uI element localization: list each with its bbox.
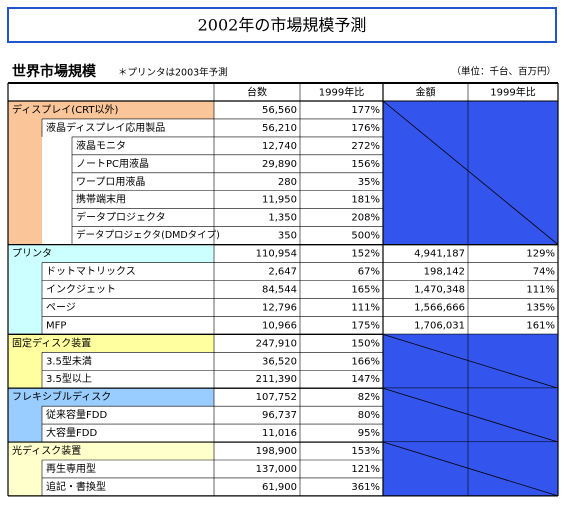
row-label: 光ディスク装置 xyxy=(12,444,81,457)
row-label: ドットマトリックス xyxy=(46,266,136,278)
cell-value: 350 xyxy=(278,231,297,242)
row-label: データプロジェクタ xyxy=(76,211,166,224)
column-header: 1999年比 xyxy=(319,86,364,99)
row-label: 大容量FDD xyxy=(46,426,97,439)
note: ＊プリンタは2003年予測 xyxy=(118,67,228,79)
cell-value: 1,566,666 xyxy=(414,302,465,313)
cell-value: 272% xyxy=(351,141,380,152)
cell-value: 12,796 xyxy=(262,302,297,313)
cell-value: 176% xyxy=(351,123,380,134)
diagonal xyxy=(382,387,559,443)
cell-value: 11,016 xyxy=(262,428,297,439)
cell-value: 61,900 xyxy=(262,482,297,493)
row-label: 追記・書換型 xyxy=(46,480,106,493)
group-strip xyxy=(8,101,42,245)
cell-value: 111% xyxy=(351,302,380,313)
cell-value: 36,520 xyxy=(262,356,297,367)
row-label: インクジェット xyxy=(46,283,116,295)
cell-value: 153% xyxy=(351,446,380,457)
cell-value: 161% xyxy=(526,320,555,331)
row-label: MFP xyxy=(46,320,66,331)
cell-value: 135% xyxy=(526,302,555,313)
cell-value: 67% xyxy=(358,267,380,278)
cell-value: 121% xyxy=(351,464,380,475)
cell-value: 1,350 xyxy=(268,213,297,224)
row-label: ページ xyxy=(46,302,76,313)
unit: （単位：千台、百万円） xyxy=(451,66,556,78)
cell-value: 166% xyxy=(351,356,380,367)
group-header-cell xyxy=(8,388,214,407)
row-label: 再生専用型 xyxy=(46,462,96,475)
row-label: データプロジェクタ(DMDタイプ) xyxy=(76,229,220,241)
row-label: 固定ディスク装置 xyxy=(12,336,91,349)
group-header-cell xyxy=(8,101,214,119)
cell-value: 12,740 xyxy=(262,141,297,152)
column-header: 金額 xyxy=(416,86,436,99)
subtitle: 世界市場規模 xyxy=(12,63,97,80)
cell-value: 10,966 xyxy=(262,320,297,331)
cell-value: 198,142 xyxy=(424,267,465,278)
cell-value: 1,706,031 xyxy=(414,320,465,331)
diagonal xyxy=(382,100,559,245)
row-label: ディスプレイ(CRT以外) xyxy=(12,103,119,116)
row-label: 3.5型以上 xyxy=(46,372,92,385)
row-label: プリンタ xyxy=(12,248,52,260)
diagonal xyxy=(382,441,559,497)
row-label: 携帯端末用 xyxy=(76,193,126,206)
cell-value: 361% xyxy=(351,482,380,493)
cell-value: 165% xyxy=(351,284,380,295)
diagonal xyxy=(382,333,559,389)
cell-value: 152% xyxy=(351,249,380,260)
cell-value: 56,210 xyxy=(262,123,297,134)
cell-value: 11,950 xyxy=(262,195,297,206)
cell-value: 84,544 xyxy=(262,284,297,295)
cell-value: 29,890 xyxy=(262,159,297,170)
cell-value: 95% xyxy=(358,428,380,439)
group-header-cell xyxy=(8,442,214,460)
row-label: ワープロ用液晶 xyxy=(76,175,145,188)
column-header: 1999年比 xyxy=(490,86,535,99)
row-label: 液晶モニタ xyxy=(76,139,126,152)
cell-value: 129% xyxy=(526,249,555,260)
cell-value: 56,560 xyxy=(262,105,297,116)
cell-value: 156% xyxy=(351,159,380,170)
group-header-cell xyxy=(8,334,214,353)
cell-value: 208% xyxy=(351,213,380,224)
cell-value: 4,941,187 xyxy=(414,249,465,260)
row-label: フレキシブルディスク xyxy=(12,390,111,403)
cell-value: 247,910 xyxy=(256,338,297,349)
cell-value: 74% xyxy=(533,267,555,278)
cell-value: 80% xyxy=(358,410,380,421)
row-label: 従来容量FDD xyxy=(46,408,107,421)
title: 2002年の市場規模予測 xyxy=(198,16,367,35)
cell-value: 181% xyxy=(351,195,380,206)
cell-value: 107,752 xyxy=(256,392,297,403)
cell-value: 175% xyxy=(351,320,380,331)
cell-value: 137,000 xyxy=(256,464,297,475)
cell-value: 111% xyxy=(526,284,555,295)
cell-value: 82% xyxy=(358,392,380,403)
cell-value: 96,737 xyxy=(262,410,297,421)
cell-value: 198,900 xyxy=(256,446,297,457)
cell-value: 211,390 xyxy=(256,374,297,385)
cell-value: 177% xyxy=(351,105,380,116)
title-box xyxy=(7,7,557,43)
cell-value: 1,470,348 xyxy=(414,284,465,295)
cell-value: 280 xyxy=(278,177,297,188)
row-label: 液晶ディスプレイ応用製品 xyxy=(46,121,165,134)
column-header: 台数 xyxy=(247,86,267,99)
cell-value: 35% xyxy=(358,177,380,188)
cell-value: 110,954 xyxy=(256,249,297,260)
row-label: 3.5型未満 xyxy=(46,354,92,367)
cell-value: 150% xyxy=(351,338,380,349)
cell-value: 147% xyxy=(351,374,380,385)
row-label: ノートPC用液晶 xyxy=(76,157,149,170)
cell-value: 2,647 xyxy=(268,267,297,278)
group-header-cell xyxy=(8,244,214,263)
cell-value: 500% xyxy=(351,231,380,242)
